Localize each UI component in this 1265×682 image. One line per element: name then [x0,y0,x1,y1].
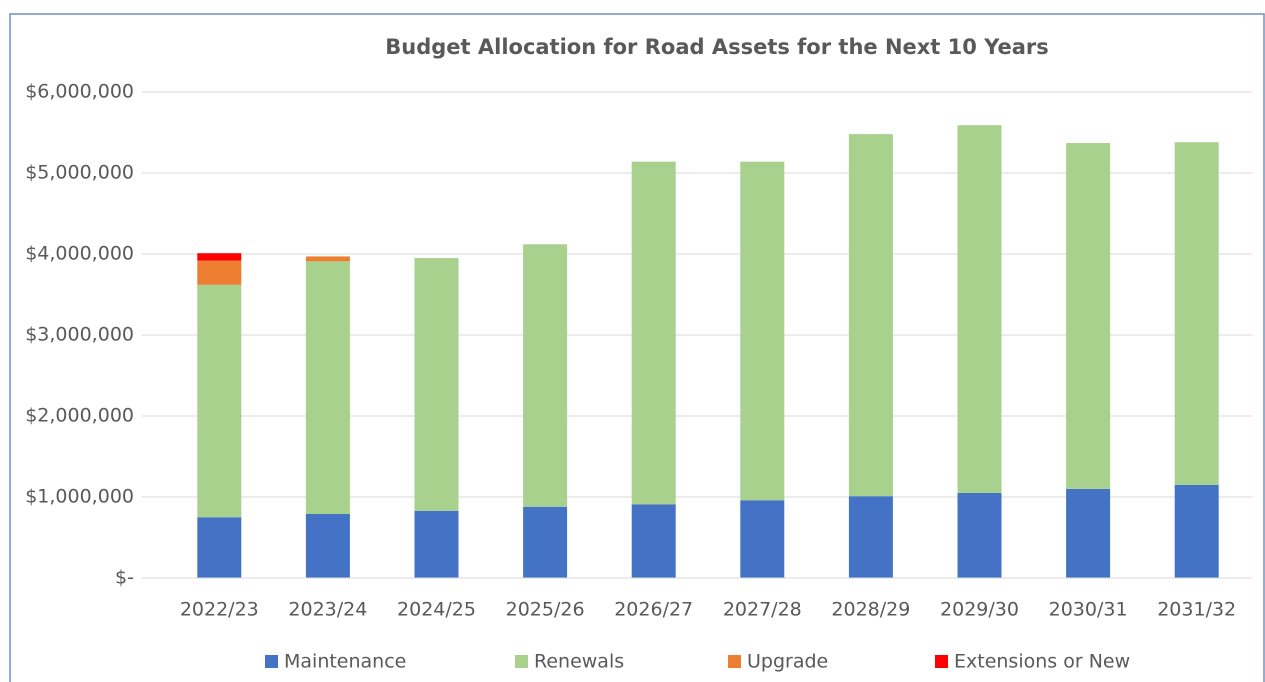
x-tick-label: 2027/28 [723,599,802,621]
x-tick-label: 2031/32 [1157,599,1236,621]
bar-segment [1174,484,1219,578]
y-tick-label: $6,000,000 [25,81,134,103]
bar-segment [414,258,459,511]
bar-segment [197,517,242,578]
legend-label: Maintenance [284,651,406,673]
bar-segment [740,500,785,578]
x-tick-label: 2028/29 [831,599,910,621]
y-tick-label: $5,000,000 [25,162,134,184]
x-tick-label: 2022/23 [180,599,259,621]
legend-label: Upgrade [747,651,828,673]
chart-frame [9,13,1265,682]
bar-segment [740,161,785,501]
legend-label: Renewals [534,651,624,673]
x-tick-label: 2024/25 [397,599,476,621]
legend-swatch [515,655,528,668]
x-tick-label: 2023/24 [288,599,367,621]
legend-swatch [265,655,278,668]
y-tick-label: $3,000,000 [25,324,134,346]
bar-segment [848,134,893,497]
bar-segment [523,244,568,507]
y-tick-label: $1,000,000 [25,486,134,508]
bar-segment [1174,142,1219,485]
bar-segment [1066,488,1111,578]
legend-swatch [728,655,741,668]
bar-segment [305,514,350,578]
x-tick-label: 2025/26 [506,599,585,621]
legend-swatch [935,655,948,668]
bar-segment [305,261,350,515]
bar-segment [305,256,350,262]
bar-segment [414,510,459,578]
bar-segment [197,260,242,285]
bar-segment [523,506,568,578]
bar-segment [631,504,676,578]
bar-segment [631,161,676,505]
legend-label: Extensions or New [954,651,1130,673]
bar-segment [197,253,242,261]
bar-segment [957,125,1002,493]
bar-segment [1066,143,1111,489]
chart-title: Budget Allocation for Road Assets for th… [385,35,1049,59]
bar-segment [957,492,1002,578]
y-tick-label: $- [115,567,134,589]
y-tick-label: $2,000,000 [25,405,134,427]
x-tick-label: 2029/30 [940,599,1019,621]
bar-segment [848,496,893,578]
x-tick-label: 2026/27 [614,599,693,621]
y-tick-label: $4,000,000 [25,243,134,265]
x-tick-label: 2030/31 [1049,599,1128,621]
bar-segment [197,284,242,518]
